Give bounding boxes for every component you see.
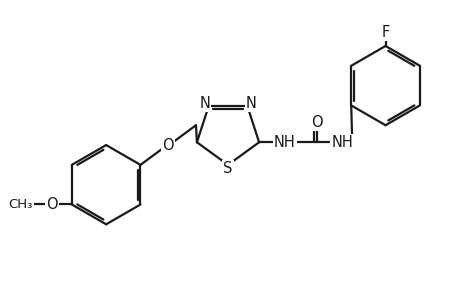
Text: F: F	[381, 25, 389, 40]
Text: NH: NH	[274, 135, 295, 150]
Text: O: O	[310, 115, 322, 130]
Text: O: O	[162, 137, 174, 152]
Text: S: S	[223, 161, 232, 176]
Text: CH₃: CH₃	[8, 198, 33, 211]
Text: NH: NH	[331, 135, 353, 150]
Text: N: N	[245, 96, 256, 111]
Text: O: O	[46, 197, 58, 212]
Text: N: N	[199, 96, 210, 111]
